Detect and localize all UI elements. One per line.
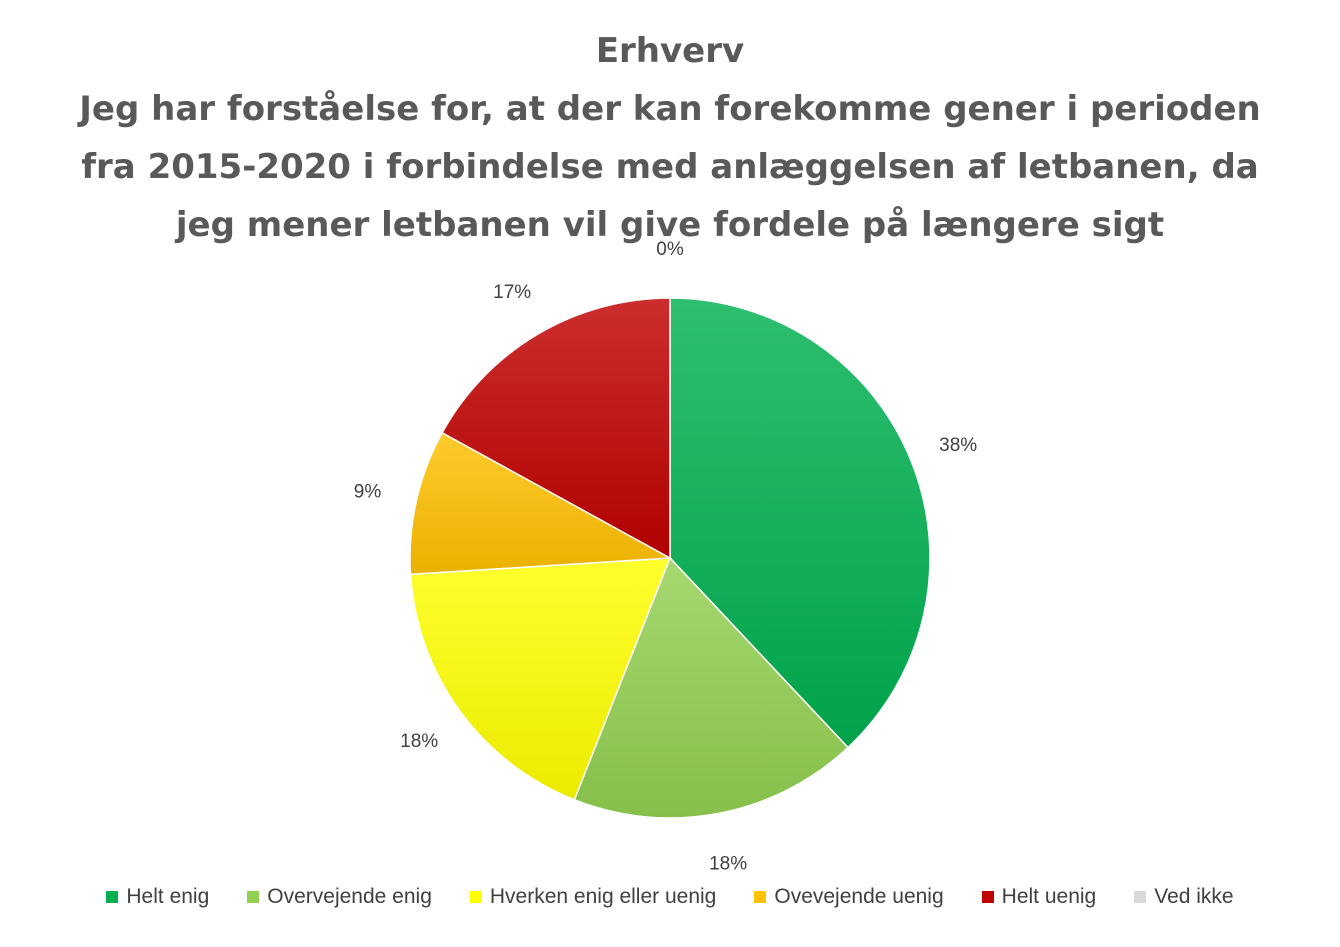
pie-slice-helt-enig (669, 297, 931, 749)
chart-title-line: Jeg har forståelse for, at der kan forek… (79, 89, 1261, 129)
legend-swatch (106, 891, 119, 903)
data-label-helt-enig: 38% (939, 435, 977, 456)
data-label-ved-ikke: 0% (656, 239, 684, 260)
legend-label: Overvejende enig (267, 885, 432, 908)
pie-labels: 38% 18% 18% 9% 17% 0% (354, 239, 978, 870)
legend-label: Helt enig (126, 885, 210, 908)
legend-swatch (754, 891, 767, 903)
pie-slices (409, 297, 931, 819)
legend-swatch (981, 891, 994, 903)
legend-swatch (469, 891, 482, 903)
legend-label: Ovevejende uenig (774, 885, 944, 908)
chart-title-line: Erhverv (595, 31, 745, 71)
pie-slice-helt-uenig (441, 297, 671, 560)
chart-title-line: fra 2015-2020 i forbindelse med anlæggel… (81, 147, 1259, 187)
legend-swatch (247, 891, 260, 903)
legend-item-ovevejende-uenig: Ovevejende uenig (754, 885, 944, 909)
legend-item-hverken-enig-eller-uenig: Hverken enig eller uenig (469, 885, 717, 909)
legend-label: Hverken enig eller uenig (489, 885, 717, 908)
legend-item-helt-enig: Helt enig (106, 885, 209, 909)
legend-item-ved-ikke: Ved ikke (1134, 885, 1234, 909)
pie-slice-ovevejende-uenig (409, 431, 673, 576)
data-label-overvejende-enig: 18% (709, 854, 747, 871)
legend-swatch (1134, 891, 1147, 903)
pie-slice-hverken-enig-eller-uenig (409, 557, 672, 801)
legend-item-helt-uenig: Helt uenig (981, 885, 1097, 909)
chart-title: Erhverv Jeg har forståelse for, at der k… (0, 22, 1340, 254)
data-label-helt-uenig: 17% (493, 282, 531, 303)
data-label-ovevejende-uenig: 9% (354, 481, 382, 502)
pie-slice-overvejende-enig (573, 556, 850, 819)
pie-chart: 38% 18% 18% 9% 17% 0% (354, 239, 978, 870)
chart-title-line: jeg mener letbanen vil give fordele på l… (175, 205, 1165, 245)
legend: Helt enig Overvejende enig Hverken enig el… (0, 885, 1340, 909)
legend-label: Ved ikke (1154, 885, 1234, 908)
legend-label: Helt uenig (1001, 885, 1097, 908)
legend-item-overvejende-enig: Overvejende enig (247, 885, 432, 909)
data-label-hverken-enig-eller-uenig: 18% (400, 731, 438, 752)
